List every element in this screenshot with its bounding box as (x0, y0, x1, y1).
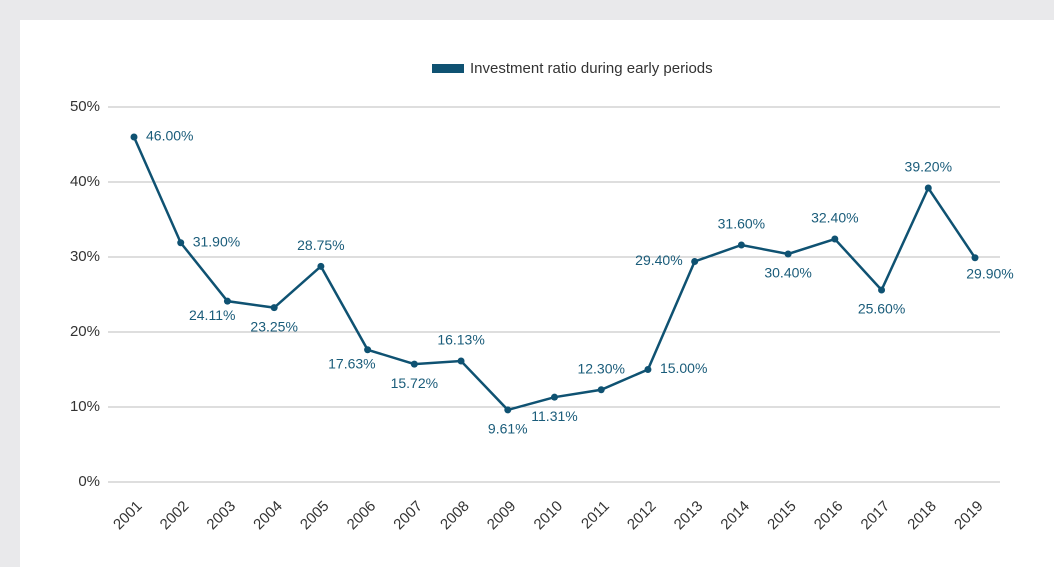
point (737, 241, 745, 249)
value-label: 28.75% (297, 237, 344, 253)
value-label: 12.30% (577, 360, 624, 376)
point (924, 184, 932, 192)
value-label: 23.25% (250, 318, 297, 334)
value-label: 16.13% (437, 332, 484, 348)
value-label: 39.20% (905, 159, 952, 175)
value-label: 46.00% (146, 128, 193, 144)
value-label: 29.90% (966, 265, 1013, 281)
point (831, 235, 839, 243)
point (410, 360, 418, 368)
value-label: 30.40% (764, 265, 811, 281)
point (364, 346, 372, 354)
value-label: 25.60% (858, 301, 905, 317)
point (223, 297, 231, 305)
y-tick-label: 50% (70, 98, 100, 115)
point (878, 286, 886, 294)
legend-swatch (432, 64, 464, 73)
point (177, 239, 185, 247)
point (504, 406, 512, 414)
point (457, 357, 465, 365)
value-label: 15.00% (660, 360, 707, 376)
value-label: 31.60% (718, 216, 765, 232)
value-label: 15.72% (391, 375, 438, 391)
value-label: 32.40% (811, 210, 858, 226)
y-tick-label: 20% (70, 323, 100, 340)
point (644, 366, 652, 373)
point (691, 258, 699, 265)
point (551, 393, 558, 401)
value-label: 24.11% (189, 307, 235, 323)
value-label: 29.40% (635, 252, 682, 268)
legend-label: Investment ratio during early periods (470, 60, 713, 77)
point (597, 386, 605, 394)
point (784, 250, 792, 258)
y-tick-label: 0% (78, 473, 100, 490)
point (317, 262, 325, 270)
y-tick-label: 10% (70, 398, 100, 415)
point (270, 304, 278, 312)
point (130, 133, 138, 141)
y-tick-label: 30% (70, 248, 100, 265)
value-label: 9.61% (488, 421, 528, 437)
value-label: 31.90% (193, 233, 240, 249)
value-label: 17.63% (328, 355, 375, 371)
point (971, 254, 979, 262)
panel (20, 20, 1054, 567)
value-label: 11.31% (531, 408, 577, 424)
y-tick-label: 40% (70, 173, 100, 190)
